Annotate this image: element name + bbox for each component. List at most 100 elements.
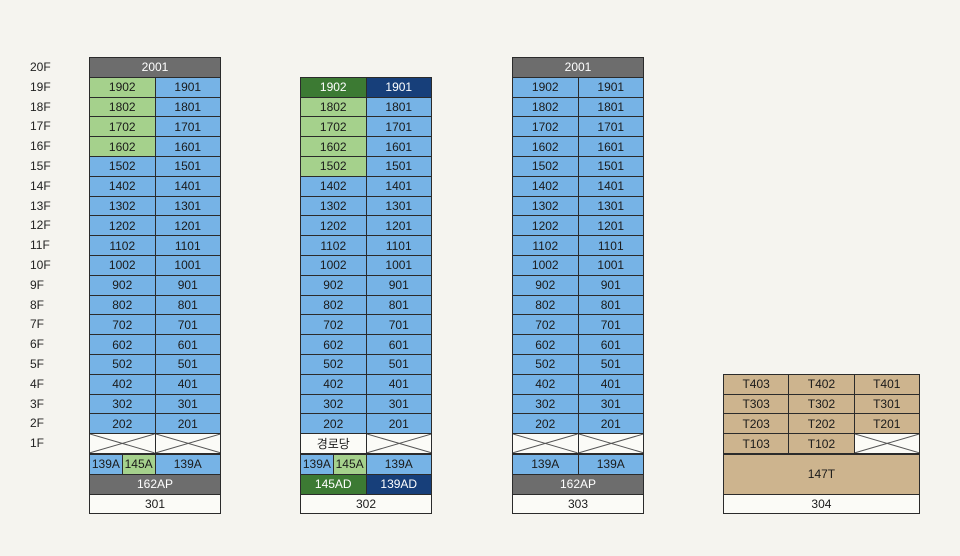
unit-cell: 1602: [89, 136, 156, 157]
unit-cell: 601: [365, 334, 432, 355]
unit-cell: 601: [577, 334, 644, 355]
unit-cell: 1701: [365, 116, 432, 138]
unit-cell: 1301: [154, 195, 221, 217]
unit-cell-label: 1402: [531, 179, 559, 194]
unit-cell-label: 602: [112, 337, 133, 352]
unit-cell: 1702: [300, 116, 367, 138]
unit-type-cell-label: 139A: [531, 457, 560, 472]
unit-cell: 501: [154, 354, 221, 375]
unit-cell: 1402: [512, 175, 579, 197]
unit-cell-label: 1502: [531, 159, 559, 174]
area-type-cell-label: 162AP: [136, 477, 174, 492]
area-type-cell: 145AD: [300, 473, 367, 495]
unit-cell: 201: [577, 413, 644, 435]
building-number: 303: [512, 493, 644, 515]
building-number-label: 304: [811, 496, 832, 511]
unit-cell-label: 1302: [319, 198, 347, 213]
unit-cell: 1401: [365, 175, 432, 197]
building-number: 301: [89, 493, 221, 515]
floor-label: 8F: [30, 297, 45, 312]
unit-cell: 301: [577, 393, 644, 415]
unit-cell: 1601: [154, 136, 221, 157]
unit-cell: 1202: [512, 215, 579, 237]
unit-cell-label: 601: [177, 337, 198, 352]
unit-cell: 901: [154, 274, 221, 296]
unit-cell: 201: [365, 413, 432, 435]
unit-cell-label: 1901: [174, 80, 202, 95]
unit-cell: 301: [365, 393, 432, 415]
unit-type-cell-label: 139A: [596, 457, 625, 472]
unit-cell-label: T402: [807, 377, 836, 392]
unit-cell: 901: [577, 274, 644, 296]
unit-cell: T203: [723, 413, 790, 435]
unit-cell-label: T201: [873, 416, 901, 431]
unit-cell: 1301: [365, 195, 432, 217]
unit-cell: 902: [300, 274, 367, 296]
unit-cell-label: 1802: [531, 99, 559, 114]
unit-cell-label: 1401: [385, 179, 413, 194]
unit-cell-label: 401: [600, 377, 621, 392]
unit-cell-label: 1701: [597, 119, 625, 134]
penthouse-unit-label: 2001: [564, 60, 592, 75]
unit-cell: 1501: [154, 156, 221, 177]
unit-cell-label: 1101: [385, 238, 412, 253]
unit-cell: 802: [89, 294, 156, 316]
unit-cell-label: T203: [742, 416, 770, 431]
unit-cell: 1201: [577, 215, 644, 237]
unit-cell: 1001: [154, 255, 221, 276]
unit-cell-label: 802: [323, 297, 344, 312]
unit-cell: 502: [89, 354, 156, 375]
unit-cell: 1402: [300, 175, 367, 197]
unit-cell-label: 1301: [385, 198, 413, 213]
unit-cell: 401: [154, 373, 221, 395]
unit-cell-label: T302: [807, 396, 836, 411]
empty-cross-icon: [579, 434, 644, 453]
unit-cell: 1502: [300, 156, 367, 177]
unit-cell: 701: [154, 314, 221, 336]
unit-cell: 702: [300, 314, 367, 336]
unit-cell-label: 301: [388, 396, 409, 411]
unit-cell: 1102: [300, 235, 367, 256]
unit-cell-label: 802: [112, 297, 133, 312]
unit-cell-label: 1402: [108, 179, 136, 194]
empty-cross-icon: [513, 434, 578, 453]
unit-cell: T303: [723, 393, 790, 415]
unit-cell-label: 1001: [385, 258, 413, 273]
unit-cell: 901: [365, 274, 432, 296]
first-floor-left: [512, 433, 579, 454]
unit-type-cell: 145A: [121, 454, 156, 475]
unit-cell-label: T301: [873, 396, 901, 411]
unit-cell-label: 702: [323, 317, 344, 332]
unit-cell-label: T401: [873, 377, 901, 392]
unit-cell: 202: [512, 413, 579, 435]
unit-cell: 1302: [89, 195, 156, 217]
unit-cell-label: 702: [112, 317, 133, 332]
unit-cell-label: T403: [742, 377, 770, 392]
unit-cell: 1501: [577, 156, 644, 177]
unit-cell-label: 902: [112, 278, 133, 293]
unit-cell: 1202: [89, 215, 156, 237]
area-type-cell-label: 145AD: [314, 477, 352, 492]
building-number: 302: [300, 493, 432, 515]
unit-cell-label: 901: [600, 278, 621, 293]
unit-cell: 201: [154, 413, 221, 435]
unit-type-cell: 139A: [577, 454, 644, 475]
unit-cell-label: 1302: [531, 198, 559, 213]
unit-cell: 402: [512, 373, 579, 395]
unit-cell-label: 1802: [319, 99, 347, 114]
unit-type-cell-label: 139A: [302, 457, 331, 472]
unit-cell-label: 1501: [385, 159, 413, 174]
unit-cell: 502: [300, 354, 367, 375]
unit-cell-label: 701: [600, 317, 621, 332]
unit-cell: 1601: [577, 136, 644, 157]
penthouse-unit: 2001: [89, 57, 221, 78]
unit-cell-label: 1001: [174, 258, 202, 273]
unit-type-cell: 139A: [365, 454, 432, 475]
unit-cell-label: 801: [388, 297, 409, 312]
floor-label: 16F: [30, 139, 51, 154]
unit-cell: 902: [512, 274, 579, 296]
unit-cell: 1201: [365, 215, 432, 237]
unit-cell-label: 1001: [597, 258, 625, 273]
unit-cell-label: 1701: [385, 119, 413, 134]
unit-cell-label: 1501: [597, 159, 625, 174]
